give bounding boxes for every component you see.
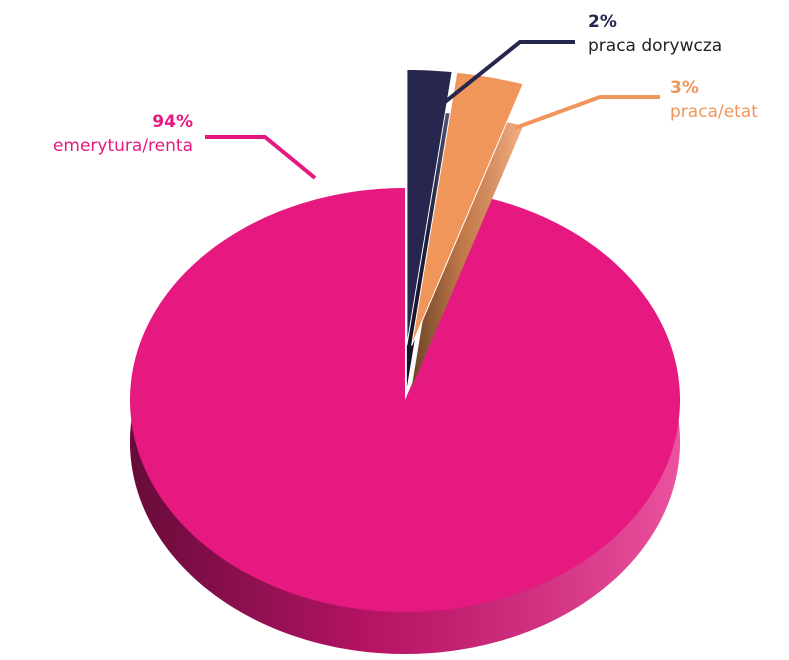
slice bbox=[130, 188, 680, 612]
value-label: 3% bbox=[670, 78, 699, 98]
category-label: praca dorywcza bbox=[588, 36, 722, 56]
slice bbox=[411, 71, 524, 346]
labels: 2% praca dorywcza 3% praca/etat 94% emerytura… bbox=[53, 12, 758, 180]
leader-line bbox=[205, 135, 317, 180]
value-label: 94% bbox=[152, 112, 193, 132]
category-label: emerytura/renta bbox=[53, 136, 193, 156]
slice-side-shade bbox=[411, 114, 524, 388]
leader-line bbox=[514, 95, 660, 130]
leader-line bbox=[433, 40, 575, 112]
value-label: 2% bbox=[588, 12, 617, 32]
pie bbox=[130, 68, 680, 654]
slice bbox=[406, 68, 453, 346]
category-label: praca/etat bbox=[670, 102, 758, 122]
